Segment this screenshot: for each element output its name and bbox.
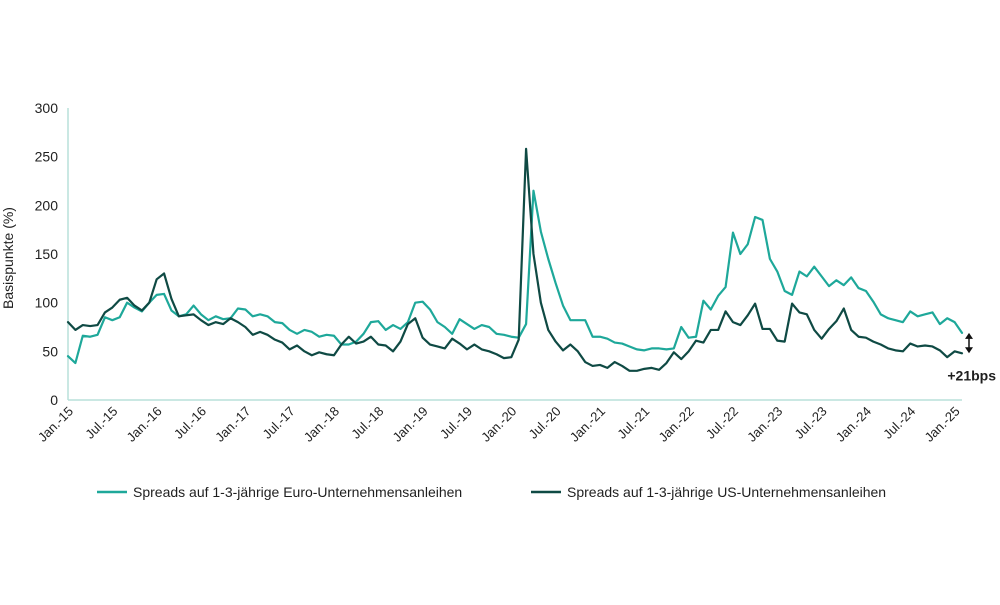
x-tick-label: Jul.-24 (880, 404, 918, 442)
x-tick-labels: Jan.-15 Jul.-15 Jan.-16 Jul.-16 Jan.-17 Jul.-… (35, 404, 963, 445)
x-tick-label: Jan.-22 (655, 404, 696, 445)
legend-label-us: Spreads auf 1-3-jährige US-Unternehmensa… (567, 484, 886, 500)
x-tick-label: Jul.-15 (82, 404, 120, 442)
x-tick-label: Jul.-17 (260, 404, 298, 442)
annotation-arrow-head-up (965, 332, 973, 339)
y-tick-label: 300 (35, 100, 59, 116)
x-tick-label: Jan.-20 (478, 404, 519, 445)
x-tick-label: Jul.-23 (792, 404, 830, 442)
x-tick-label: Jul.-20 (526, 404, 564, 442)
x-tick-label: Jul.-16 (171, 404, 209, 442)
x-tick-label: Jul.-19 (437, 404, 475, 442)
x-tick-label: Jul.-22 (703, 404, 741, 442)
y-tick-label: 0 (50, 392, 58, 408)
y-tick-label: 50 (42, 343, 58, 359)
x-tick-label: Jan.-15 (35, 404, 76, 445)
x-tick-label: Jul.-21 (614, 404, 652, 442)
x-tick-label: Jan.-25 (921, 404, 962, 445)
x-tick-label: Jan.-17 (212, 404, 253, 445)
legend: Spreads auf 1-3-jährige Euro-Unternehmen… (97, 484, 886, 500)
series-lines (66, 147, 964, 372)
x-tick-label: Jan.-23 (744, 404, 785, 445)
y-tick-label: 200 (35, 197, 59, 213)
x-tick-label: Jan.-16 (124, 404, 165, 445)
us-spread-line (66, 147, 964, 372)
y-tick-labels: 0 50 100 150 200 250 300 (35, 100, 59, 408)
y-tick-label: 100 (35, 295, 59, 311)
euro-spread-line (66, 189, 964, 365)
spread-annotation: +21bps (947, 332, 996, 383)
y-tick-label: 250 (35, 149, 59, 165)
x-tick-label: Jan.-24 (833, 404, 874, 445)
y-tick-label: 150 (35, 246, 59, 262)
x-tick-label: Jan.-18 (301, 404, 342, 445)
annotation-label: +21bps (947, 367, 996, 383)
legend-label-euro: Spreads auf 1-3-jährige Euro-Unternehmen… (133, 484, 462, 500)
x-tick-label: Jul.-18 (348, 404, 386, 442)
y-axis-label: Basispunkte (%) (0, 207, 16, 309)
x-tick-label: Jan.-19 (389, 404, 430, 445)
x-tick-label: Jan.-21 (567, 404, 608, 445)
annotation-arrow-head-down (965, 347, 973, 354)
